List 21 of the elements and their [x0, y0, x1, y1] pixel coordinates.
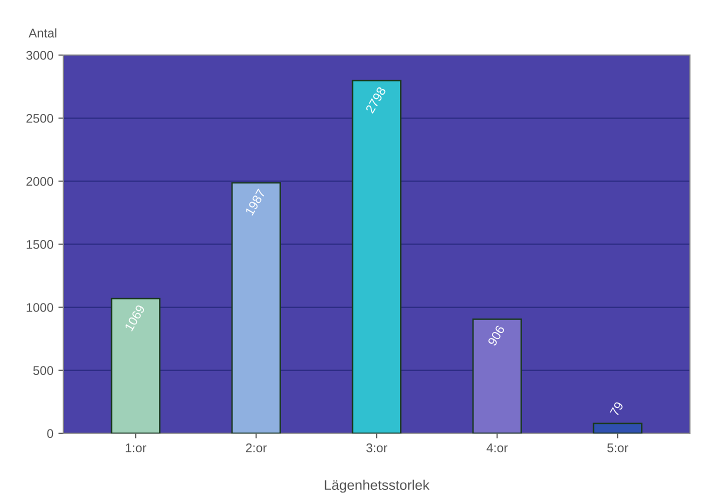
- y-tick-label: 3000: [26, 50, 54, 60]
- x-tick-label: 1:or: [126, 444, 146, 452]
- bar: [592, 422, 642, 434]
- x-tick-label: 2:or: [246, 443, 267, 452]
- y-tick-label: 1000: [26, 303, 54, 312]
- bar: [352, 80, 402, 434]
- y-tick-label: 0: [47, 429, 54, 438]
- y-tick-label: 2500: [26, 114, 54, 123]
- y-tick-label: 1500: [26, 240, 54, 249]
- y-axis-title: Antal: [28, 28, 56, 38]
- x-tick-label: 5:or: [607, 444, 628, 452]
- y-tick-label: 500: [33, 366, 54, 375]
- x-tick-label: 4:or: [486, 444, 508, 452]
- bar: [110, 298, 160, 434]
- bar: [231, 182, 281, 434]
- x-axis-title: Lägenhetsstorlek: [324, 480, 430, 493]
- y-tick-label: 2000: [26, 176, 54, 186]
- bar: [472, 318, 522, 434]
- x-tick-label: 3:or: [366, 443, 388, 452]
- data-label: 906: [487, 324, 505, 346]
- data-label: 79: [610, 401, 624, 417]
